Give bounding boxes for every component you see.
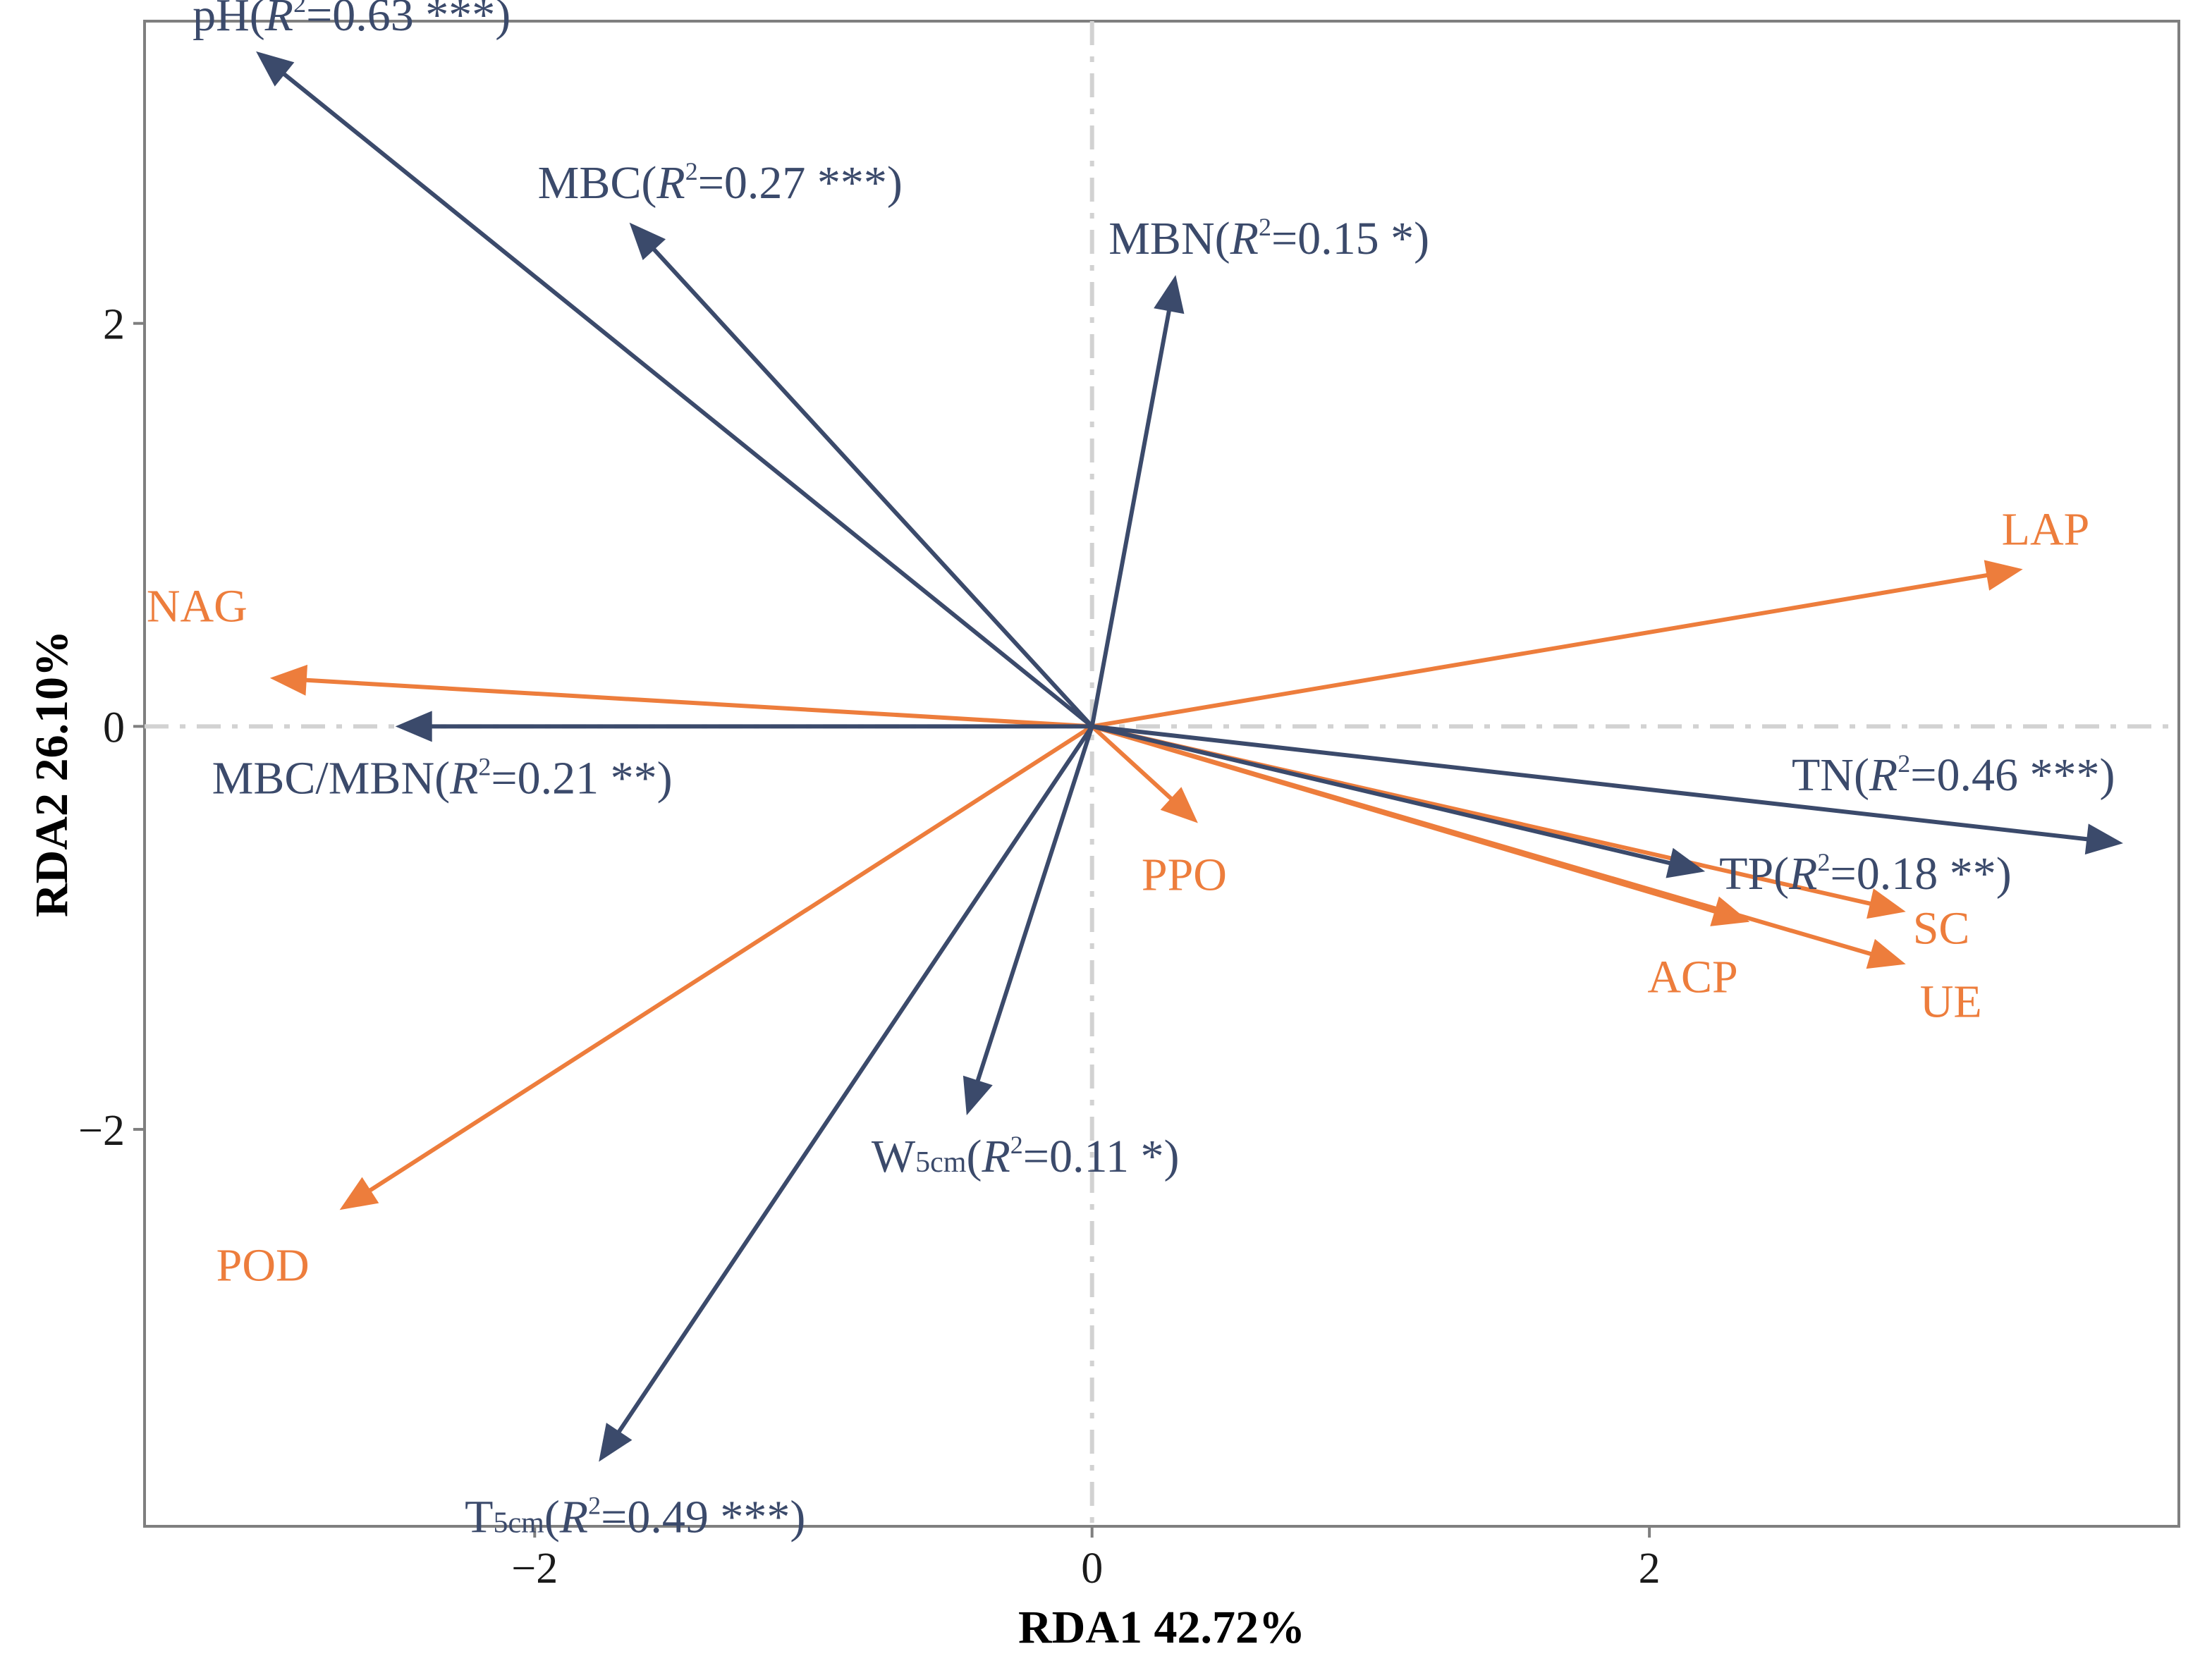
enzyme-label-sc: SC <box>1913 902 1970 954</box>
env-arrow-ph <box>282 72 1094 729</box>
enzyme-arrowhead-ppo <box>1160 787 1198 823</box>
y-tick-label: 2 <box>103 301 125 349</box>
enzyme-label-nag: NAG <box>147 581 248 632</box>
env-label-mbc-mbn: MBC/MBN(R2=0.21 **) <box>212 752 673 804</box>
enzyme-label-acp: ACP <box>1647 952 1737 1003</box>
y-tick-label: −2 <box>78 1107 125 1155</box>
env-arrowhead-mbc-mbn <box>395 711 432 742</box>
env-arrowhead-mbn <box>1154 275 1185 314</box>
env-label-tn: TN(R2=0.46 ***) <box>1792 749 2115 801</box>
enzyme-arrow-pod <box>368 724 1094 1193</box>
enzyme-arrow-lap <box>1089 573 1989 729</box>
enzyme-arrow-nag <box>304 677 1094 729</box>
env-label-mbc: MBC(R2=0.27 ***) <box>538 157 903 209</box>
enzyme-arrow-ppo <box>1089 724 1173 801</box>
env-label-t: T5cm(R2=0.49 ***) <box>465 1492 805 1543</box>
x-axis-title: RDA1 42.72% <box>1018 1602 1305 1653</box>
enzyme-label-pod: POD <box>216 1239 310 1291</box>
enzyme-arrowhead-nag <box>269 664 308 696</box>
plot-panel <box>143 20 2180 1528</box>
env-label-ph: pH(R2=0.63 ***) <box>193 0 511 41</box>
x-tick-label: 2 <box>1639 1545 1661 1593</box>
env-arrowhead-tn <box>2084 823 2123 855</box>
x-tick-label: −2 <box>511 1545 558 1593</box>
enzyme-arrowhead-sc <box>1866 888 1906 919</box>
env-arrow-t <box>617 724 1094 1434</box>
env-arrowhead-t <box>599 1423 633 1462</box>
env-arrow-tn <box>1089 724 2089 842</box>
env-arrow-tp <box>1089 724 1672 866</box>
y-axis-title: RDA2 26.10% <box>26 630 78 917</box>
env-arrowhead-mbc <box>629 222 666 260</box>
enzyme-label-lap: LAP <box>2002 503 2090 555</box>
x-tick-label: 0 <box>1081 1545 1103 1593</box>
enzyme-label-ue: UE <box>1920 976 1982 1028</box>
env-arrowhead-ph <box>256 51 295 87</box>
env-arrow-w <box>975 724 1094 1083</box>
env-label-tp: TP(R2=0.18 **) <box>1719 848 2012 900</box>
enzyme-arrow-ue <box>1089 724 1873 957</box>
env-arrowhead-tp <box>1666 847 1706 878</box>
env-label-w: W5cm(R2=0.11 *) <box>872 1131 1180 1182</box>
enzyme-arrowhead-ue <box>1866 938 1906 969</box>
env-label-mbn: MBN(R2=0.15 *) <box>1108 213 1429 264</box>
enzyme-arrowhead-pod <box>339 1177 379 1210</box>
env-arrow-mbc <box>652 247 1094 729</box>
y-tick-label: 0 <box>103 704 125 752</box>
enzyme-arrowhead-lap <box>1984 560 2023 591</box>
env-arrowhead-w <box>963 1075 993 1115</box>
env-arrow-mbn <box>1089 309 1171 729</box>
enzyme-label-ppo: PPO <box>1142 850 1227 901</box>
